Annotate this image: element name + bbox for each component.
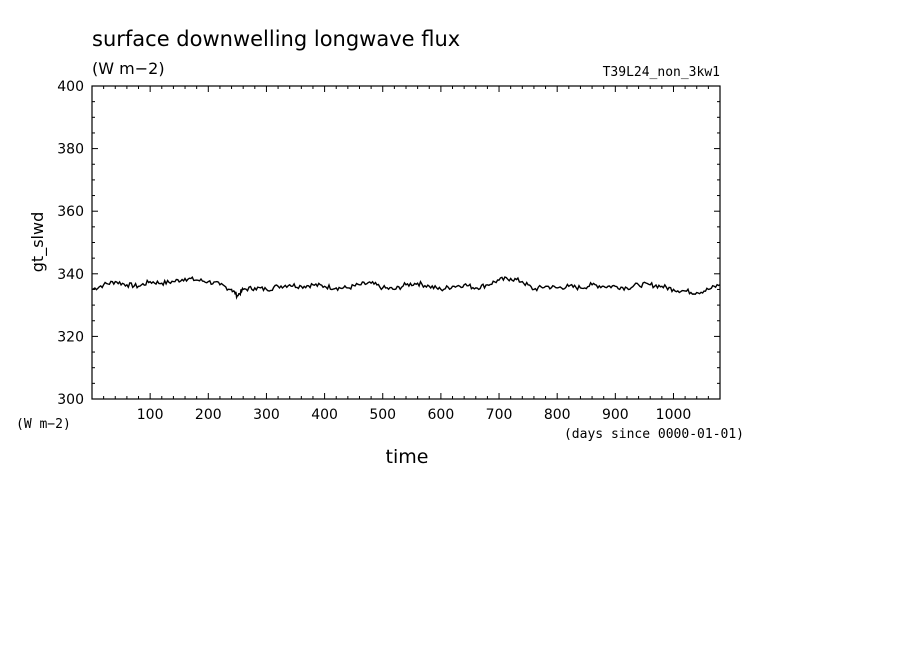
y-tick-label: 300 <box>57 392 84 408</box>
x-tick-label: 100 <box>137 407 164 423</box>
run-label: T39L24_non_3kw1 <box>603 65 720 80</box>
y-tick-label: 360 <box>57 204 84 220</box>
y-axis-label: gt_slwd <box>28 212 48 272</box>
y-tick-label: 400 <box>57 79 84 95</box>
y-tick-label: 380 <box>57 142 84 158</box>
chart-units: (W m−2) <box>92 59 165 78</box>
y-tick-label: 320 <box>57 329 84 345</box>
y-units-label: (W m−2) <box>16 417 71 432</box>
x-tick-labels: 100 200 300 400 500 600 700 800 900 1000 <box>137 407 692 423</box>
x-tick-label: 800 <box>544 407 571 423</box>
y-tick-label: 340 <box>57 267 84 283</box>
x-tick-label: 1000 <box>656 407 692 423</box>
series-line-gt-slwd <box>91 276 721 300</box>
x-tick-label: 300 <box>253 407 280 423</box>
x-tick-label: 500 <box>369 407 396 423</box>
plot-frame <box>91 85 721 400</box>
x-units-label: (days since 0000-01-01) <box>564 427 744 442</box>
x-tick-label: 400 <box>311 407 338 423</box>
x-tick-label: 200 <box>195 407 222 423</box>
x-tick-label: 600 <box>428 407 455 423</box>
y-tick-labels: 300 320 340 360 380 400 <box>57 79 84 408</box>
x-axis-label: time <box>386 446 429 468</box>
axis-ticks <box>92 86 720 399</box>
x-tick-label: 900 <box>602 407 629 423</box>
chart-title: surface downwelling longwave flux <box>92 27 460 51</box>
x-tick-label: 700 <box>486 407 513 423</box>
